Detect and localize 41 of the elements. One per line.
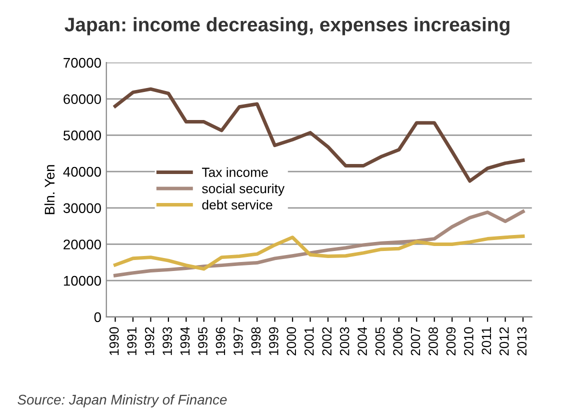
x-tick-label: 2004 <box>358 327 367 356</box>
chart-title: Japan: income decreasing, expenses increasing <box>64 17 510 36</box>
x-tick-label: 1993 <box>162 327 172 355</box>
x-tick-label: 1994 <box>180 327 190 355</box>
x-tick-label: 2006 <box>393 327 402 356</box>
legend-label: debt service <box>202 200 272 210</box>
y-tick-label: 50000 <box>63 130 101 140</box>
x-tick-label: 2010 <box>464 327 474 356</box>
x-tick-label: 2009 <box>446 327 456 356</box>
x-tick-label: 2003 <box>340 327 350 356</box>
x-tick-label: 1991 <box>127 327 137 355</box>
x-tick-label: 1992 <box>144 327 154 355</box>
x-tick-label: 2005 <box>375 327 385 356</box>
x-tick-label: 2008 <box>428 327 438 356</box>
legend-label: social security <box>202 184 285 196</box>
x-tick-label: 2000 <box>286 327 296 356</box>
line-series <box>114 234 525 271</box>
line-series <box>114 210 525 278</box>
line-series <box>114 87 525 183</box>
x-tick-label: 1997 <box>234 327 243 355</box>
legend-label: Tax income <box>202 167 268 178</box>
x-tick-label: 2013 <box>517 327 527 356</box>
y-tick-label: 40000 <box>63 166 101 177</box>
x-tick-label: 2011 <box>482 327 492 354</box>
x-tick-label: 1996 <box>216 327 226 355</box>
y-tick-label: 60000 <box>64 94 101 104</box>
y-tick-label: 20000 <box>64 240 101 250</box>
x-tick-label: 1999 <box>269 327 278 355</box>
y-axis-title: Bln. Yen <box>44 165 55 214</box>
x-tick-label: 1998 <box>251 327 261 355</box>
x-tick-label: 2012 <box>499 327 509 356</box>
x-tick-label: 1990 <box>109 327 119 355</box>
x-tick-label: 2002 <box>322 327 332 356</box>
y-tick-label: 30000 <box>63 203 101 214</box>
y-tick-label: 10000 <box>64 276 101 286</box>
y-tick-label: 0 <box>94 312 101 322</box>
y-tick-label: 70000 <box>64 58 101 68</box>
source-note: Source: Japan Ministry of Finance <box>18 394 227 408</box>
x-tick-label: 2007 <box>410 327 420 356</box>
x-tick-label: 2001 <box>304 327 314 356</box>
x-tick-label: 1995 <box>198 327 208 355</box>
